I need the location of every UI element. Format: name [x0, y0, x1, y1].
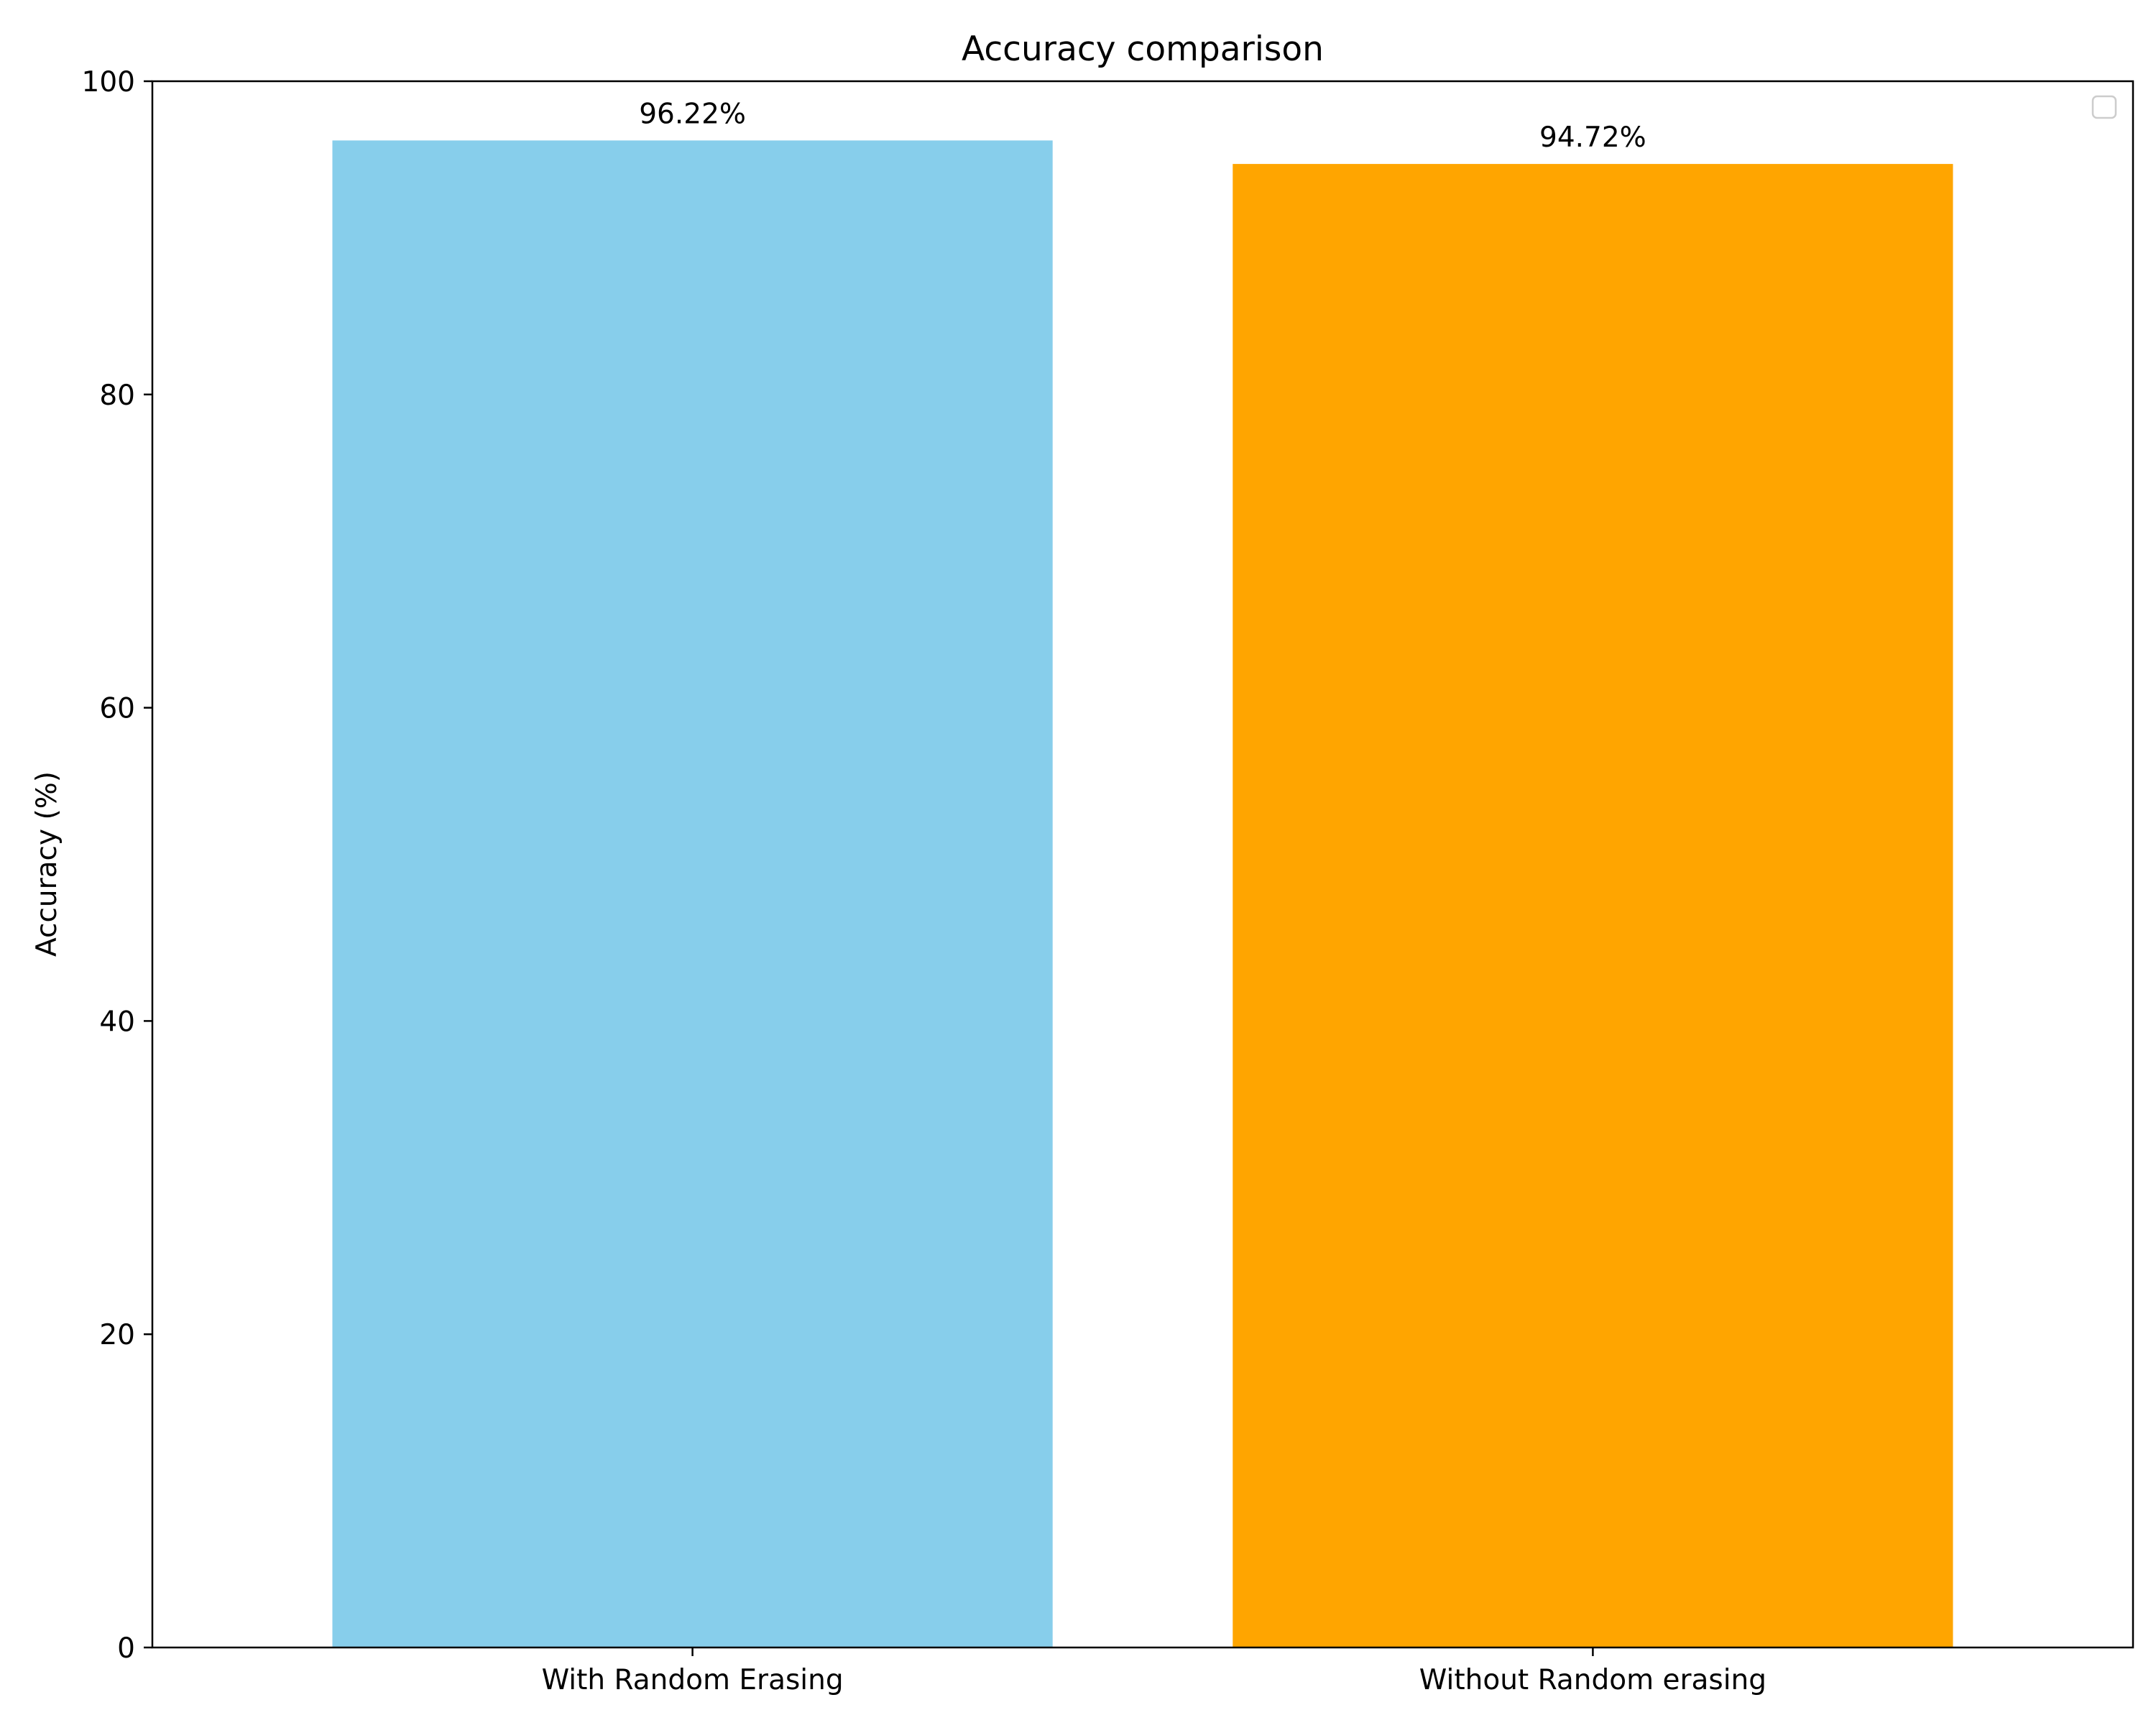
y-tick-label: 40 — [99, 1006, 135, 1038]
legend-frame — [2091, 95, 2117, 119]
x-tick-label: Without Random erasing — [1419, 1664, 1766, 1696]
y-tick-label: 0 — [117, 1632, 135, 1665]
bar-value-label: 94.72% — [1539, 121, 1646, 154]
y-tick-label: 100 — [82, 66, 135, 98]
y-tick-label: 20 — [99, 1319, 135, 1351]
y-axis-label: Accuracy (%) — [31, 771, 63, 957]
legend — [2091, 95, 2117, 119]
bars-layer — [332, 140, 1953, 1648]
chart-title: Accuracy comparison — [962, 29, 1324, 69]
y-axis-ticks: 0 20 40 60 80 100 — [82, 66, 152, 1665]
x-tick-label: With Random Erasing — [542, 1664, 844, 1696]
x-axis-ticks: With Random Erasing Without Random erasin… — [542, 1647, 1766, 1696]
value-labels-layer: 96.22% 94.72% — [639, 98, 1646, 154]
bar-1 — [332, 140, 1053, 1648]
bar-value-label: 96.22% — [639, 98, 746, 130]
plot-frame — [151, 80, 2134, 1649]
bar-2 — [1233, 164, 1953, 1647]
y-tick-label: 60 — [99, 693, 135, 725]
y-tick-label: 80 — [99, 380, 135, 412]
